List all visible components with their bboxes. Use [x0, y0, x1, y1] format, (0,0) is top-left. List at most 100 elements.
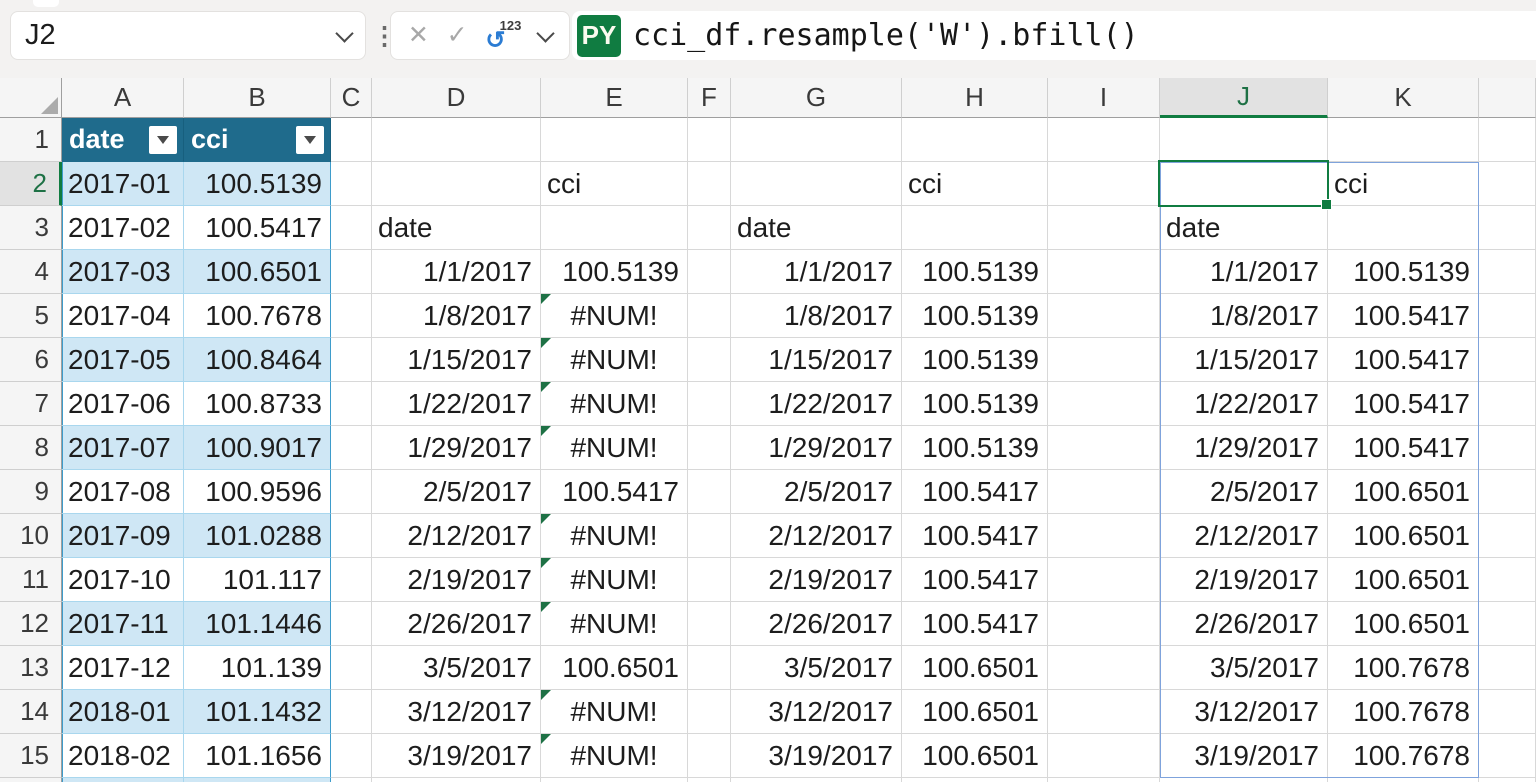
- filter-button-date[interactable]: [149, 125, 177, 154]
- cell-A5[interactable]: 2017-04: [62, 294, 184, 338]
- cell-I12[interactable]: [1048, 602, 1160, 646]
- cell-E10[interactable]: #NUM!: [541, 514, 688, 558]
- cell-G1[interactable]: [731, 118, 902, 162]
- cell-D8[interactable]: 1/29/2017: [372, 426, 541, 470]
- cell-H5[interactable]: 100.5139: [902, 294, 1048, 338]
- cell-F1[interactable]: [688, 118, 731, 162]
- cell-I9[interactable]: [1048, 470, 1160, 514]
- cell-B10[interactable]: 101.0288: [184, 514, 331, 558]
- column-header-I[interactable]: I: [1048, 78, 1160, 118]
- cell-E8[interactable]: #NUM!: [541, 426, 688, 470]
- cell-D15[interactable]: 3/19/2017: [372, 734, 541, 778]
- cell-B1[interactable]: cci: [184, 118, 331, 162]
- cell-B15[interactable]: 101.1656: [184, 734, 331, 778]
- cell-A8[interactable]: 2017-07: [62, 426, 184, 470]
- cell-I11[interactable]: [1048, 558, 1160, 602]
- row-header-12[interactable]: 12: [0, 602, 62, 646]
- cell-B12[interactable]: 101.1446: [184, 602, 331, 646]
- select-all-corner[interactable]: [0, 78, 62, 118]
- cell-F15[interactable]: [688, 734, 731, 778]
- cell-H2[interactable]: cci: [902, 162, 1048, 206]
- cell-B2[interactable]: 100.5139: [184, 162, 331, 206]
- cell-K11[interactable]: 100.6501: [1328, 558, 1479, 602]
- cell-J9[interactable]: 2/5/2017: [1160, 470, 1328, 514]
- cell-C2[interactable]: [331, 162, 372, 206]
- cell-A2[interactable]: 2017-01: [62, 162, 184, 206]
- cell-H13[interactable]: 100.6501: [902, 646, 1048, 690]
- cell-F5[interactable]: [688, 294, 731, 338]
- cell-D12[interactable]: 2/26/2017: [372, 602, 541, 646]
- cell-D4[interactable]: 1/1/2017: [372, 250, 541, 294]
- fill-handle[interactable]: [1321, 199, 1332, 210]
- cell-J2[interactable]: [1160, 162, 1328, 206]
- cell-H10[interactable]: 100.5417: [902, 514, 1048, 558]
- cell-F13[interactable]: [688, 646, 731, 690]
- cell-K15[interactable]: 100.7678: [1328, 734, 1479, 778]
- cell-J14[interactable]: 3/12/2017: [1160, 690, 1328, 734]
- row-header-4[interactable]: 4: [0, 250, 62, 294]
- cell-C9[interactable]: [331, 470, 372, 514]
- cell-H3[interactable]: [902, 206, 1048, 250]
- formula-input[interactable]: PY cci_df.resample('W').bfill(): [572, 11, 1536, 60]
- convert-python-to-values-icon[interactable]: ↺ 123: [485, 18, 521, 54]
- cell-J12[interactable]: 2/26/2017: [1160, 602, 1328, 646]
- cell-K10[interactable]: 100.6501: [1328, 514, 1479, 558]
- cell-J4[interactable]: 1/1/2017: [1160, 250, 1328, 294]
- cell-B13[interactable]: 101.139: [184, 646, 331, 690]
- cell-C15[interactable]: [331, 734, 372, 778]
- cell-I1[interactable]: [1048, 118, 1160, 162]
- cell-E15[interactable]: #NUM!: [541, 734, 688, 778]
- cell-J1[interactable]: [1160, 118, 1328, 162]
- cell-C11[interactable]: [331, 558, 372, 602]
- cell-E11[interactable]: #NUM!: [541, 558, 688, 602]
- cell-I6[interactable]: [1048, 338, 1160, 382]
- cell-F14[interactable]: [688, 690, 731, 734]
- cell-B6[interactable]: 100.8464: [184, 338, 331, 382]
- column-header-K[interactable]: K: [1328, 78, 1479, 118]
- cell-D2[interactable]: [372, 162, 541, 206]
- cell-C12[interactable]: [331, 602, 372, 646]
- row-header-7[interactable]: 7: [0, 382, 62, 426]
- cell-A14[interactable]: 2018-01: [62, 690, 184, 734]
- cell-J5[interactable]: 1/8/2017: [1160, 294, 1328, 338]
- enter-icon[interactable]: ✓: [446, 21, 468, 49]
- cell-G6[interactable]: 1/15/2017: [731, 338, 902, 382]
- column-header-H[interactable]: H: [902, 78, 1048, 118]
- cell-E4[interactable]: 100.5139: [541, 250, 688, 294]
- cell-E9[interactable]: 100.5417: [541, 470, 688, 514]
- cell-C1[interactable]: [331, 118, 372, 162]
- cell-J7[interactable]: 1/22/2017: [1160, 382, 1328, 426]
- cell-A4[interactable]: 2017-03: [62, 250, 184, 294]
- cell-A10[interactable]: 2017-09: [62, 514, 184, 558]
- cell-G8[interactable]: 1/29/2017: [731, 426, 902, 470]
- column-header-J[interactable]: J: [1160, 78, 1328, 118]
- cell-E1[interactable]: [541, 118, 688, 162]
- cell-C6[interactable]: [331, 338, 372, 382]
- cell-C14[interactable]: [331, 690, 372, 734]
- cell-D10[interactable]: 2/12/2017: [372, 514, 541, 558]
- cell-E14[interactable]: #NUM!: [541, 690, 688, 734]
- cell-G9[interactable]: 2/5/2017: [731, 470, 902, 514]
- row-header-1[interactable]: 1: [0, 118, 62, 162]
- row-header-3[interactable]: 3: [0, 206, 62, 250]
- cell-E2[interactable]: cci: [541, 162, 688, 206]
- cell-E6[interactable]: #NUM!: [541, 338, 688, 382]
- cell-D5[interactable]: 1/8/2017: [372, 294, 541, 338]
- cell-F8[interactable]: [688, 426, 731, 470]
- row-header-11[interactable]: 11: [0, 558, 62, 602]
- cell-F6[interactable]: [688, 338, 731, 382]
- cell-I4[interactable]: [1048, 250, 1160, 294]
- cell-D7[interactable]: 1/22/2017: [372, 382, 541, 426]
- cell-F9[interactable]: [688, 470, 731, 514]
- cell-K2[interactable]: cci: [1328, 162, 1479, 206]
- cell-A6[interactable]: 2017-05: [62, 338, 184, 382]
- cell-B5[interactable]: 100.7678: [184, 294, 331, 338]
- cell-G15[interactable]: 3/19/2017: [731, 734, 902, 778]
- cell-I13[interactable]: [1048, 646, 1160, 690]
- chevron-down-icon[interactable]: [536, 23, 555, 43]
- cell-D1[interactable]: [372, 118, 541, 162]
- cell-H1[interactable]: [902, 118, 1048, 162]
- cell-I8[interactable]: [1048, 426, 1160, 470]
- cell-B9[interactable]: 100.9596: [184, 470, 331, 514]
- row-header-6[interactable]: 6: [0, 338, 62, 382]
